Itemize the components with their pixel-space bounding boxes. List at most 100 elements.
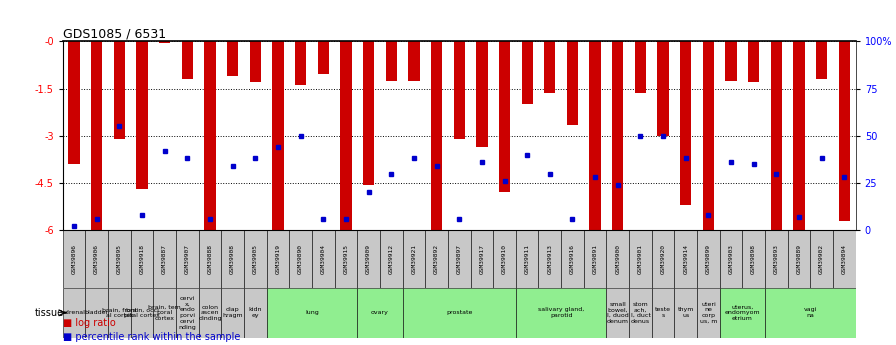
Bar	[476, 41, 487, 147]
Text: GSM39907: GSM39907	[185, 244, 190, 274]
Text: prostate: prostate	[446, 310, 472, 315]
Text: brain, front
al cortex: brain, front al cortex	[102, 307, 137, 318]
Bar	[358, 230, 380, 287]
Text: GSM39892: GSM39892	[434, 244, 439, 274]
Bar	[612, 41, 624, 230]
Bar	[267, 230, 289, 287]
Text: GSM39895: GSM39895	[116, 244, 122, 274]
Bar	[516, 287, 607, 338]
Bar	[85, 230, 108, 287]
Text: cervi
x,
endo
porvi
cervi
nding: cervi x, endo porvi cervi nding	[178, 296, 196, 330]
Bar	[748, 41, 760, 82]
Bar	[176, 287, 199, 338]
Text: brain, tem
poral
cortex: brain, tem poral cortex	[149, 305, 181, 321]
Bar	[697, 287, 719, 338]
Bar	[590, 41, 601, 230]
Bar	[607, 287, 629, 338]
Bar	[131, 287, 153, 338]
Bar	[765, 230, 788, 287]
Bar	[499, 41, 510, 193]
Text: GSM39919: GSM39919	[275, 244, 280, 274]
Text: diap
hragm: diap hragm	[222, 307, 243, 318]
Text: bladder: bladder	[84, 310, 108, 315]
Bar	[607, 230, 629, 287]
Text: GSM39920: GSM39920	[660, 244, 666, 274]
Bar	[136, 41, 148, 189]
Text: uterus,
endomyom
etrium: uterus, endomyom etrium	[725, 305, 760, 321]
Bar	[470, 230, 493, 287]
Text: salivary gland,
parotid: salivary gland, parotid	[538, 307, 584, 318]
Bar	[63, 287, 85, 338]
Bar	[114, 41, 125, 139]
Bar	[726, 41, 737, 81]
Bar	[675, 287, 697, 338]
Bar	[810, 230, 833, 287]
Bar	[221, 287, 244, 338]
Text: GSM39893: GSM39893	[774, 244, 779, 274]
Text: GSM39906: GSM39906	[94, 244, 99, 274]
Bar	[651, 287, 675, 338]
Bar	[651, 230, 675, 287]
Text: brain, occi
pital cortex: brain, occi pital cortex	[124, 307, 160, 318]
Bar	[431, 41, 443, 230]
Bar	[521, 41, 533, 104]
Text: colon
ascen
dinding: colon ascen dinding	[198, 305, 221, 321]
Bar	[176, 230, 199, 287]
Bar	[771, 41, 782, 230]
Bar	[816, 41, 827, 79]
Bar	[199, 287, 221, 338]
Bar	[702, 41, 714, 230]
Text: GSM39918: GSM39918	[140, 244, 144, 274]
Bar	[584, 230, 607, 287]
Text: ■ percentile rank within the sample: ■ percentile rank within the sample	[63, 332, 240, 342]
Bar	[227, 41, 238, 76]
Bar	[68, 41, 80, 164]
Bar	[63, 230, 85, 287]
Text: GSM39910: GSM39910	[502, 244, 507, 274]
Text: GSM39909: GSM39909	[366, 244, 371, 274]
Text: tissue: tissue	[35, 308, 64, 318]
Bar	[363, 41, 375, 185]
Text: GSM39913: GSM39913	[547, 244, 552, 274]
Text: GSM39896: GSM39896	[72, 244, 76, 274]
Bar	[221, 230, 244, 287]
Bar	[793, 41, 805, 230]
Bar	[629, 230, 651, 287]
Bar	[833, 230, 856, 287]
Text: ovary: ovary	[371, 310, 389, 315]
Bar	[153, 287, 176, 338]
Text: thym
us: thym us	[677, 307, 694, 318]
Text: GSM39900: GSM39900	[616, 244, 620, 274]
Text: GDS1085 / 6531: GDS1085 / 6531	[63, 27, 166, 40]
Bar	[295, 41, 306, 86]
Bar	[788, 230, 810, 287]
Bar	[385, 41, 397, 81]
Bar	[402, 287, 516, 338]
Bar	[544, 41, 556, 93]
Bar	[334, 230, 358, 287]
Bar	[567, 41, 578, 125]
Bar	[250, 41, 261, 82]
Text: stom
ach,
I, duct
denus: stom ach, I, duct denus	[631, 302, 650, 324]
Bar	[108, 230, 131, 287]
Bar	[91, 41, 102, 230]
Bar	[289, 230, 312, 287]
Text: GSM39894: GSM39894	[842, 244, 847, 274]
Text: small
bowel,
I, duod
denum: small bowel, I, duod denum	[607, 302, 629, 324]
Bar	[317, 41, 329, 75]
Bar	[426, 230, 448, 287]
Bar	[380, 230, 402, 287]
Bar	[448, 230, 470, 287]
Bar	[272, 41, 284, 230]
Bar	[199, 230, 221, 287]
Text: GSM39916: GSM39916	[570, 244, 575, 274]
Text: GSM39917: GSM39917	[479, 244, 485, 274]
Text: GSM39899: GSM39899	[706, 244, 711, 274]
Bar	[719, 287, 765, 338]
Text: GSM39914: GSM39914	[684, 244, 688, 274]
Bar	[493, 230, 516, 287]
Bar	[697, 230, 719, 287]
Bar	[244, 287, 267, 338]
Text: GSM39898: GSM39898	[751, 244, 756, 274]
Text: GSM39911: GSM39911	[525, 244, 530, 274]
